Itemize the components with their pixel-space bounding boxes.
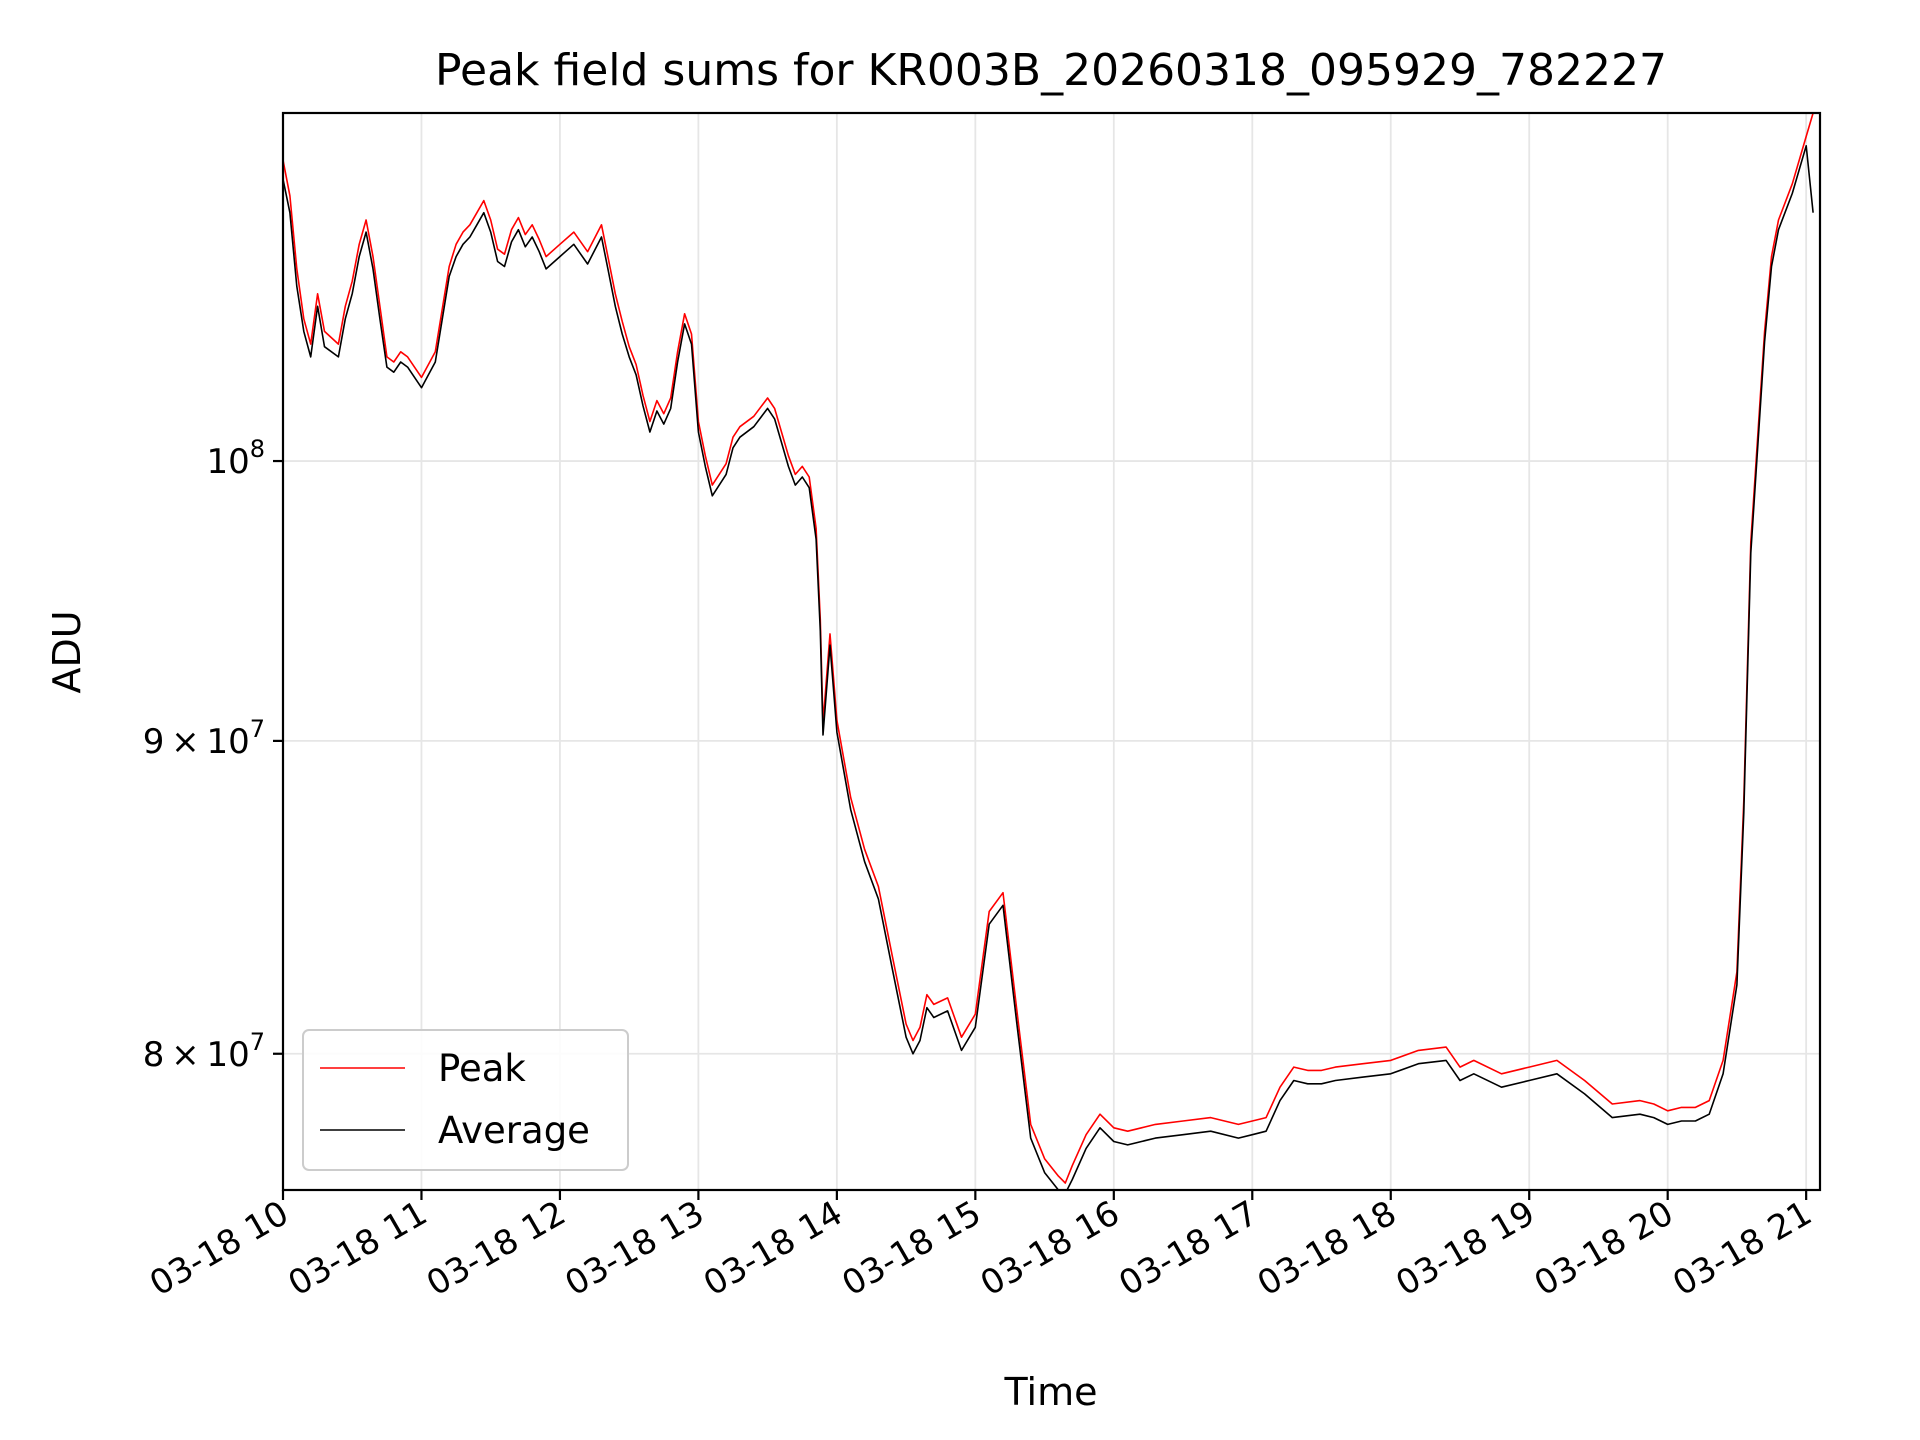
series-layer bbox=[283, 113, 1814, 1190]
series-line-average bbox=[283, 145, 1814, 1190]
plot-frame bbox=[281, 111, 1822, 1192]
legend-label-average: Average bbox=[438, 1109, 590, 1152]
legend-box bbox=[302, 1029, 629, 1171]
x-axis-label: Time bbox=[1004, 1370, 1098, 1414]
y-tick-label: 9 × 107 bbox=[143, 715, 265, 762]
legend: Peak Average bbox=[302, 1029, 629, 1171]
grid-layer bbox=[282, 113, 1820, 1190]
y-axis-label: ADU bbox=[45, 610, 89, 693]
y-tick-label: 108 bbox=[206, 435, 265, 482]
legend-label-peak: Peak bbox=[438, 1047, 526, 1090]
y-tick-label: 8 × 107 bbox=[143, 1028, 265, 1075]
chart-title: Peak field sums for KR003B_20260318_0959… bbox=[435, 45, 1667, 96]
